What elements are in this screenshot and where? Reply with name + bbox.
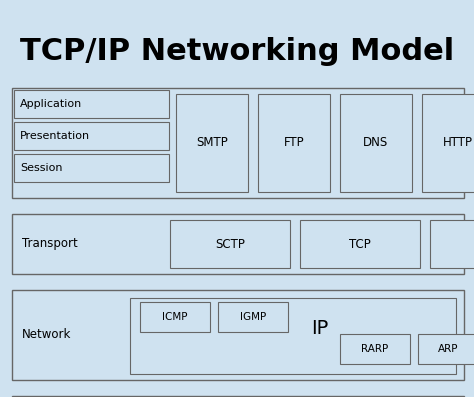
Bar — [430, 220, 474, 268]
Text: ARP: ARP — [438, 344, 458, 354]
Text: SCTP: SCTP — [215, 237, 245, 251]
Bar — [14, 154, 169, 182]
Bar — [340, 94, 412, 192]
Text: Application: Application — [20, 99, 82, 109]
Text: FTP: FTP — [283, 137, 304, 150]
Bar — [422, 94, 474, 192]
Text: TCP: TCP — [349, 237, 371, 251]
Text: ICMP: ICMP — [162, 312, 188, 322]
Bar — [14, 122, 169, 150]
Bar — [12, 88, 464, 198]
Text: Session: Session — [20, 163, 63, 173]
Bar — [130, 298, 456, 374]
Bar — [12, 290, 464, 380]
Bar — [340, 334, 410, 364]
Bar — [218, 302, 288, 332]
Text: HTTP: HTTP — [443, 137, 473, 150]
Bar — [170, 220, 290, 268]
Bar — [12, 396, 464, 397]
Bar — [14, 90, 169, 118]
Text: SMTP: SMTP — [196, 137, 228, 150]
Bar — [176, 94, 248, 192]
Text: Transport: Transport — [22, 237, 78, 251]
Text: Network: Network — [22, 328, 72, 341]
Text: IGMP: IGMP — [240, 312, 266, 322]
Text: RARP: RARP — [361, 344, 389, 354]
Bar — [418, 334, 474, 364]
Text: Presentation: Presentation — [20, 131, 90, 141]
Bar — [300, 220, 420, 268]
Text: DNS: DNS — [364, 137, 389, 150]
Text: TCP/IP Networking Model: TCP/IP Networking Model — [20, 37, 454, 67]
Bar — [12, 214, 464, 274]
Bar — [258, 94, 330, 192]
Bar — [140, 302, 210, 332]
Text: IP: IP — [311, 318, 328, 337]
